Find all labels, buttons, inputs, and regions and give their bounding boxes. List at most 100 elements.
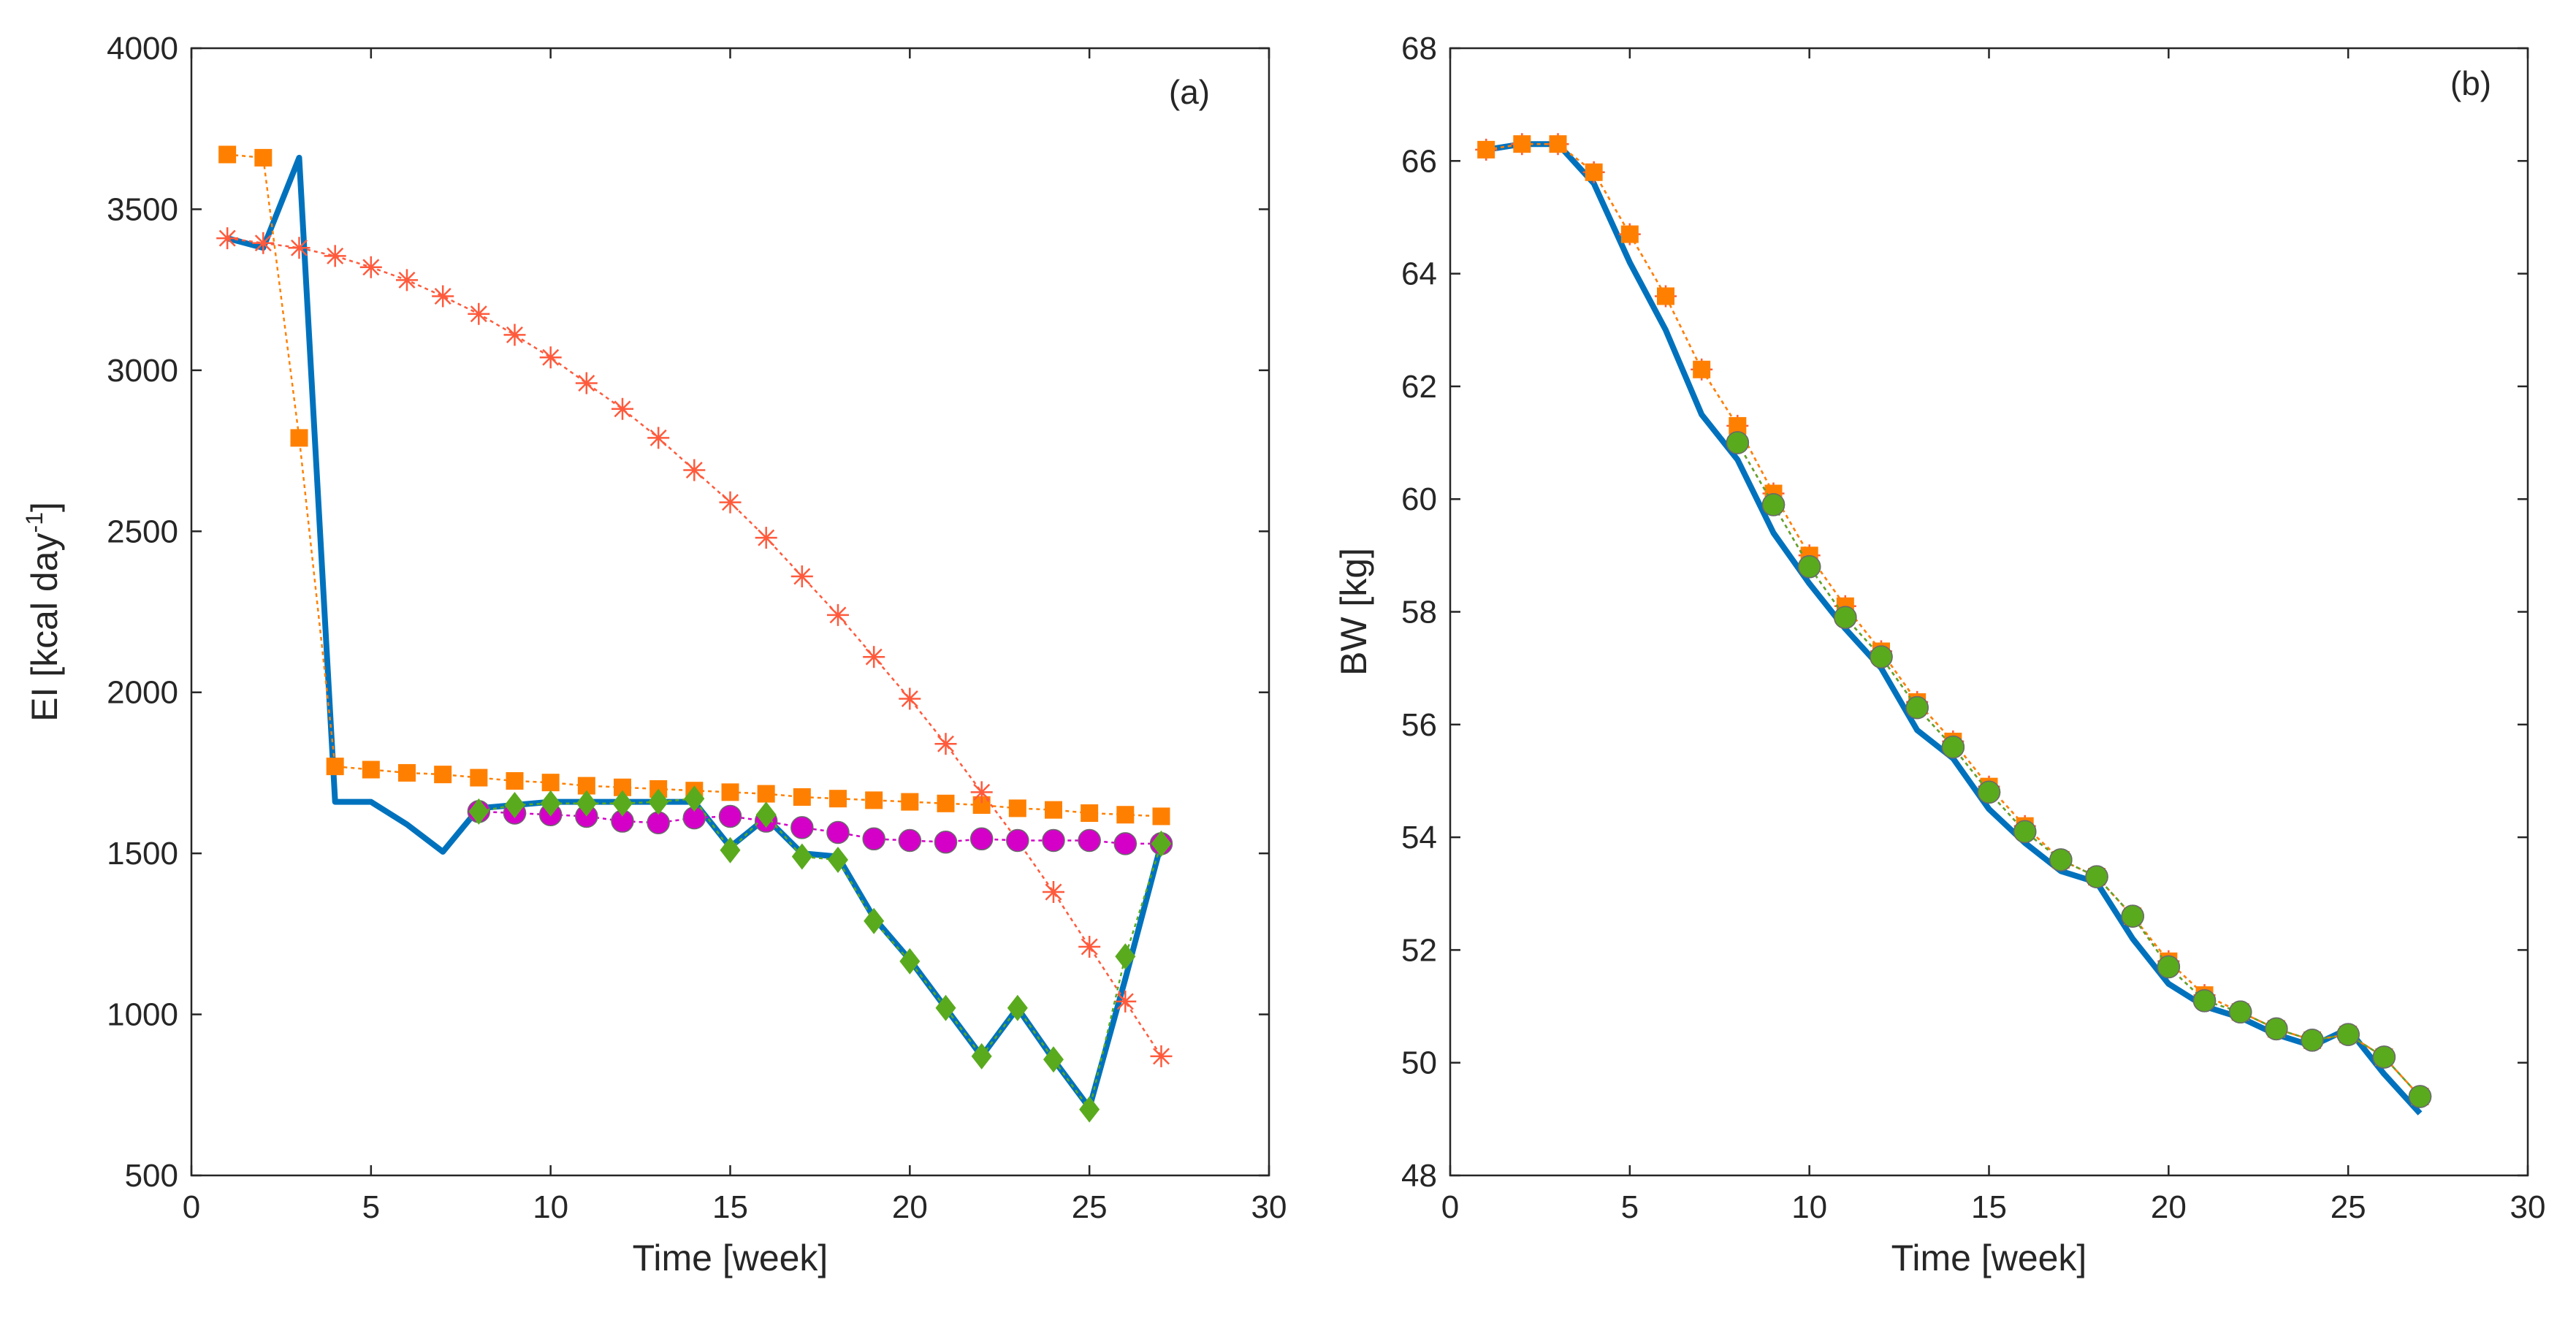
- data-point-diamond-model: [899, 948, 921, 975]
- data-point-star-model: [539, 346, 562, 369]
- data-point-star-model: [575, 372, 598, 394]
- data-point-diamond-model: [2228, 1000, 2252, 1024]
- data-point-circle-model: [898, 828, 922, 853]
- data-point-circle-model: [1113, 832, 1138, 855]
- data-point-square-model: [1513, 135, 1531, 153]
- x-tick-label: 15: [712, 1189, 748, 1225]
- series-line-square-model: [1486, 142, 2421, 1097]
- data-point-star-model: [790, 565, 813, 587]
- data-point-square-model: [1693, 360, 1711, 378]
- data-point-star-model: [216, 227, 239, 250]
- data-point-diamond-model: [1977, 780, 2001, 804]
- data-point-square-model: [1152, 807, 1170, 826]
- data-point-circle-model: [647, 811, 670, 835]
- series-line-star-model: [227, 237, 1162, 1057]
- x-tick-label: 5: [1621, 1189, 1639, 1225]
- y-tick-label: 60: [1401, 481, 1437, 517]
- data-point-square-model: [721, 783, 739, 801]
- data-point-square-model: [1657, 287, 1674, 305]
- data-point-star-model: [432, 285, 454, 308]
- data-point-square-model: [362, 760, 380, 779]
- x-tick-label: 30: [2510, 1189, 2546, 1225]
- x-tick-label: 25: [2331, 1189, 2366, 1225]
- data-point-star-model: [863, 646, 885, 668]
- data-point-diamond-model: [1761, 493, 1786, 516]
- x-tick-label: 0: [183, 1189, 200, 1225]
- data-point-diamond-model: [468, 798, 489, 825]
- data-point-star-model: [288, 237, 310, 259]
- y-tick-label: 4000: [107, 31, 178, 66]
- data-point-star-model: [827, 603, 849, 626]
- x-tick-label: 0: [1441, 1189, 1459, 1225]
- data-point-diamond-model: [2408, 1085, 2432, 1108]
- data-point-circle-model: [934, 830, 958, 854]
- data-point-diamond-model: [935, 994, 956, 1021]
- data-point-square-model: [254, 148, 273, 167]
- x-tick-label: 20: [2151, 1189, 2187, 1225]
- y-tick-label: 52: [1401, 932, 1437, 968]
- data-point-diamond-model: [540, 790, 561, 817]
- data-point-circle-model: [1006, 828, 1029, 853]
- y-tick-label: 54: [1401, 820, 1437, 855]
- data-point-diamond-model: [2049, 848, 2073, 872]
- y-tick-label: 62: [1401, 369, 1437, 405]
- data-point-star-model: [970, 781, 993, 804]
- data-point-star-model: [755, 527, 777, 549]
- y-tick-label: 1500: [107, 836, 178, 872]
- data-point-square-model: [1620, 225, 1639, 243]
- data-point-diamond-model: [1043, 1046, 1064, 1073]
- y-axis-label-main: BW [kg]: [1333, 548, 1374, 676]
- data-point-star-model: [468, 302, 490, 325]
- data-point-diamond-model: [2192, 989, 2217, 1013]
- data-point-square-model: [506, 771, 524, 790]
- data-point-star-model: [934, 733, 957, 755]
- data-point-square-model: [1008, 799, 1026, 817]
- data-point-square-model: [1116, 806, 1135, 824]
- data-point-diamond-model: [2372, 1045, 2396, 1069]
- data-point-square-model: [1477, 140, 1495, 159]
- data-point-diamond-model: [504, 792, 525, 819]
- data-point-circle-model: [790, 816, 814, 839]
- data-point-star-model: [611, 397, 633, 420]
- data-point-circle-model: [862, 827, 885, 851]
- y-tick-label: 68: [1401, 31, 1437, 66]
- data-point-diamond-model: [1870, 645, 1893, 668]
- data-point-diamond-model: [755, 801, 777, 828]
- panel-b-body-weight: 0 5 10 15 20 25 30 48 50 52 54 56 58 60 62 64 66 68 Time […: [1333, 31, 2545, 1278]
- x-axis-label: Time [week]: [633, 1238, 828, 1278]
- data-point-diamond-model: [2265, 1017, 2288, 1041]
- data-point-square-model: [434, 766, 452, 784]
- data-point-diamond-model: [791, 843, 812, 870]
- y-tick-label: 64: [1401, 256, 1437, 292]
- y-axis-label: BW [kg]: [1333, 548, 1374, 676]
- data-point-square-model: [218, 145, 237, 164]
- data-point-square-model: [901, 793, 919, 811]
- y-tick-label: 1000: [107, 997, 178, 1033]
- data-point-diamond-model: [612, 790, 633, 817]
- data-point-square-model: [829, 790, 847, 808]
- data-point-circle-model: [718, 804, 742, 828]
- y-tick-label: 3000: [107, 353, 178, 389]
- data-point-diamond-model: [720, 836, 741, 863]
- data-point-square-model: [757, 785, 775, 803]
- data-point-star-model: [324, 245, 346, 267]
- y-tick-label: 58: [1401, 595, 1437, 630]
- data-point-diamond-model: [1079, 1096, 1100, 1123]
- data-point-star-model: [1078, 936, 1101, 958]
- data-point-diamond-model: [1905, 695, 1929, 720]
- y-axis-label-end: ]: [24, 502, 65, 512]
- data-point-square-model: [326, 758, 344, 776]
- data-point-star-model: [359, 256, 382, 278]
- data-point-diamond-model: [648, 788, 669, 815]
- y-tick-label: 2500: [107, 514, 178, 549]
- data-point-diamond-model: [2157, 955, 2181, 979]
- data-point-diamond-model: [1834, 606, 1857, 629]
- data-point-diamond-model: [828, 846, 848, 873]
- y-axis-label: EI [kcal day-1]: [21, 502, 65, 722]
- data-point-diamond-model: [1797, 555, 1821, 579]
- data-point-diamond-model: [1941, 735, 1965, 759]
- x-axis-label: Time [week]: [1891, 1238, 2087, 1278]
- data-point-square-model: [937, 794, 955, 812]
- data-point-diamond-model: [1115, 943, 1136, 970]
- data-point-diamond-model: [2085, 865, 2108, 888]
